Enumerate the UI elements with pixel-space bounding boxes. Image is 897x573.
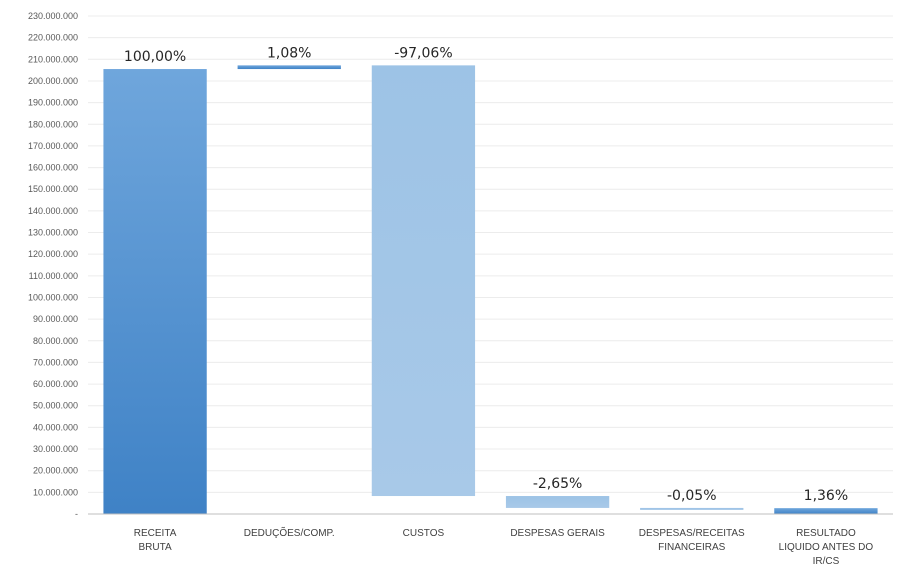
y-tick-label: 160.000.000 (28, 163, 78, 173)
bars (103, 65, 878, 515)
category-label: CUSTOS (403, 528, 445, 539)
bar (640, 507, 744, 510)
data-label: -2,65% (533, 476, 583, 492)
y-tick-label: 140.000.000 (28, 206, 78, 216)
y-tick-label: 180.000.000 (28, 119, 78, 129)
data-label: 1,08% (267, 45, 311, 61)
y-tick-label: 170.000.000 (28, 141, 78, 151)
category-label: IR/CS (813, 556, 840, 567)
y-tick-label: 10.000.000 (33, 487, 78, 497)
y-tick-label: 60.000.000 (33, 379, 78, 389)
x-axis-category-labels: RECEITA BRUTA DEDUÇÕES/COMP. CUSTOS DESPESAS… (134, 526, 874, 567)
data-labels: 100,00% 1,08% -97,06% -2,65% -0,05% 1,36% (124, 45, 848, 504)
data-label: -0,05% (667, 488, 717, 504)
y-tick-label: 130.000.000 (28, 228, 78, 238)
y-tick-label: 190.000.000 (28, 98, 78, 108)
y-axis-tick-labels: - 10.000.000 20.000.000 30.000.000 40.000.00… (28, 11, 78, 519)
bar (505, 496, 610, 508)
y-tick-label: 90.000.000 (33, 314, 78, 324)
y-tick-label: 150.000.000 (28, 184, 78, 194)
bar (237, 65, 341, 70)
y-tick-label: 200.000.000 (28, 76, 78, 86)
y-tick-label: 100.000.000 (28, 292, 78, 302)
y-tick-label: 20.000.000 (33, 466, 78, 476)
category-label: LIQUIDO ANTES DO (779, 542, 874, 553)
category-label: BRUTA (139, 542, 172, 553)
y-tick-label: 110.000.000 (29, 271, 78, 281)
data-label: -97,06% (394, 45, 452, 61)
y-tick-label: 230.000.000 (28, 11, 78, 21)
y-tick-label: 210.000.000 (28, 54, 78, 64)
y-tick-label: 40.000.000 (33, 422, 78, 432)
y-tick-label: - (75, 509, 78, 519)
data-label: 100,00% (124, 49, 186, 65)
data-label: 1,36% (804, 488, 848, 504)
category-label: RECEITA (134, 528, 177, 539)
y-tick-label: 30.000.000 (33, 444, 78, 454)
category-label: DESPESAS GERAIS (510, 528, 605, 539)
y-tick-label: 50.000.000 (33, 401, 78, 411)
category-label: FINANCEIRAS (658, 542, 726, 553)
bar (774, 508, 878, 514)
category-label: DESPESAS/RECEITAS (639, 528, 745, 539)
category-label: DEDUÇÕES/COMP. (244, 526, 335, 539)
gridlines (88, 15, 893, 493)
y-tick-label: 80.000.000 (33, 336, 78, 346)
bar (103, 69, 207, 515)
y-tick-label: 220.000.000 (28, 33, 78, 43)
y-tick-label: 70.000.000 (33, 357, 78, 367)
category-label: RESULTADO (796, 528, 856, 539)
y-tick-label: 120.000.000 (28, 249, 78, 259)
bar (371, 65, 476, 497)
